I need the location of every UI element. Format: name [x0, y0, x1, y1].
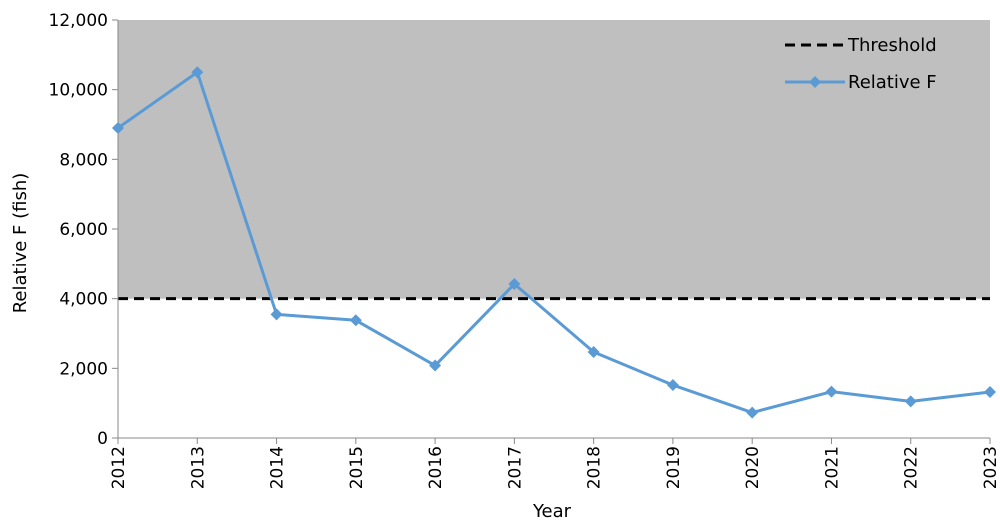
x-tick-label: 2015: [347, 446, 367, 489]
data-point: [508, 278, 521, 291]
series-line: [117, 70, 991, 415]
y-tick-label: 8,000: [59, 150, 108, 170]
y-tick-label: 12,000: [49, 11, 108, 31]
x-tick-label: 2014: [268, 446, 288, 489]
x-ticks: 2012 2013 2014 2015 2016 2017 2018 2019 2020 2021…: [109, 438, 1000, 489]
data-point: [666, 379, 679, 392]
x-tick-label: 2012: [109, 446, 129, 489]
data-point: [270, 308, 283, 321]
legend-relative-f-marker: [809, 76, 821, 88]
y-tick-label: 6,000: [59, 220, 108, 240]
series-group: [112, 66, 996, 419]
x-tick-label: 2013: [188, 446, 208, 489]
x-tick-label: 2017: [505, 446, 525, 489]
legend-relative-f-label: Relative F: [848, 72, 937, 93]
data-point: [904, 395, 917, 408]
x-tick-label: 2022: [902, 446, 922, 489]
y-ticks: 0 2,000 4,000 6,000 8,000 10,000 12,000: [49, 11, 118, 449]
data-point: [746, 406, 759, 419]
x-tick-label: 2020: [743, 446, 763, 489]
x-tick-label: 2018: [585, 446, 605, 489]
x-tick-label: 2019: [664, 446, 684, 489]
y-tick-label: 0: [97, 429, 108, 449]
data-point: [429, 359, 442, 372]
data-point: [191, 66, 204, 79]
y-tick-label: 2,000: [59, 359, 108, 379]
y-tick-label: 10,000: [49, 81, 108, 101]
x-tick-label: 2023: [981, 446, 1000, 489]
shaded-region: [118, 20, 990, 299]
x-tick-label: 2016: [426, 446, 446, 489]
y-axis-title: Relative F (fish): [10, 173, 31, 314]
y-tick-label: 4,000: [59, 290, 108, 310]
data-point: [349, 314, 362, 327]
legend: Threshold Relative F: [785, 35, 937, 93]
x-tick-label: 2021: [822, 446, 842, 489]
data-point: [825, 385, 838, 398]
data-point: [587, 345, 600, 358]
x-axis-title: Year: [532, 501, 572, 521]
data-point: [112, 121, 124, 134]
data-point: [984, 386, 996, 399]
legend-threshold-label: Threshold: [847, 35, 937, 56]
